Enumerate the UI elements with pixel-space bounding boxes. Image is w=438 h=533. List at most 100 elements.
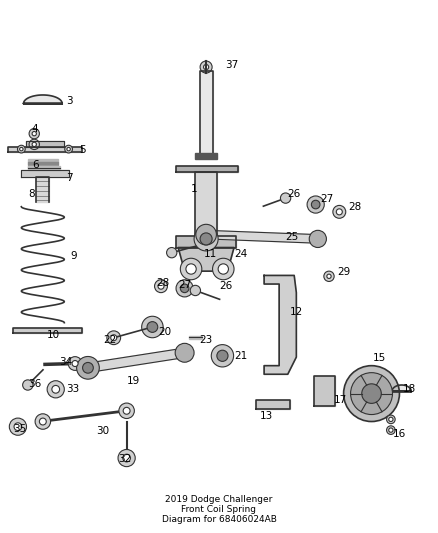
Text: 21: 21 (234, 351, 247, 361)
Circle shape (212, 259, 234, 280)
Circle shape (158, 283, 164, 289)
Polygon shape (314, 376, 335, 407)
Circle shape (218, 264, 229, 274)
Text: 27: 27 (178, 280, 191, 290)
Text: 28: 28 (156, 278, 169, 288)
Circle shape (307, 196, 324, 213)
Circle shape (77, 357, 99, 378)
Polygon shape (392, 385, 411, 391)
Circle shape (155, 280, 167, 293)
Text: 33: 33 (67, 384, 80, 394)
Circle shape (387, 426, 395, 434)
Circle shape (35, 414, 50, 429)
Polygon shape (21, 170, 69, 176)
Polygon shape (206, 230, 318, 243)
Text: 8: 8 (28, 189, 35, 199)
Circle shape (204, 64, 208, 70)
Text: 10: 10 (47, 330, 60, 340)
Text: 22: 22 (103, 335, 116, 345)
Circle shape (387, 415, 395, 424)
Polygon shape (176, 166, 238, 172)
Text: 29: 29 (337, 267, 350, 277)
Text: 1: 1 (191, 184, 198, 193)
Text: 4: 4 (31, 124, 38, 134)
Circle shape (217, 350, 228, 361)
Text: 6: 6 (32, 160, 39, 170)
Circle shape (180, 284, 189, 293)
Circle shape (20, 148, 23, 151)
Circle shape (336, 209, 343, 215)
Text: 17: 17 (334, 395, 347, 405)
Circle shape (14, 423, 22, 431)
Circle shape (200, 61, 212, 73)
Polygon shape (87, 348, 185, 373)
Circle shape (72, 360, 78, 367)
Circle shape (200, 233, 212, 245)
Polygon shape (178, 247, 234, 271)
Text: 26: 26 (288, 189, 301, 199)
Circle shape (9, 418, 27, 435)
Circle shape (77, 357, 99, 379)
Circle shape (111, 335, 117, 341)
Polygon shape (28, 166, 58, 168)
Circle shape (29, 128, 39, 139)
Circle shape (211, 345, 233, 367)
Circle shape (180, 259, 202, 280)
Circle shape (311, 200, 320, 209)
Text: 35: 35 (14, 424, 27, 434)
Circle shape (68, 357, 82, 370)
Polygon shape (28, 159, 58, 161)
Polygon shape (24, 95, 62, 103)
Text: 7: 7 (67, 173, 73, 183)
Polygon shape (13, 328, 81, 333)
Circle shape (123, 407, 130, 414)
Text: 11: 11 (204, 249, 217, 259)
Text: 30: 30 (96, 426, 110, 436)
Circle shape (389, 428, 393, 432)
Polygon shape (28, 163, 58, 165)
Circle shape (190, 285, 201, 296)
Polygon shape (26, 141, 64, 147)
Text: 15: 15 (373, 353, 386, 363)
Circle shape (333, 205, 346, 219)
Circle shape (52, 385, 60, 393)
Text: 28: 28 (348, 201, 361, 212)
Circle shape (39, 418, 46, 425)
Circle shape (141, 316, 163, 338)
Circle shape (32, 132, 36, 136)
Circle shape (18, 146, 25, 153)
Polygon shape (264, 276, 297, 374)
Text: 37: 37 (226, 60, 239, 70)
Text: 18: 18 (403, 384, 416, 394)
Circle shape (123, 454, 131, 462)
Polygon shape (195, 153, 217, 159)
Circle shape (118, 449, 135, 467)
Text: 24: 24 (234, 249, 247, 259)
Polygon shape (8, 147, 81, 152)
Circle shape (362, 384, 381, 403)
Circle shape (389, 417, 393, 422)
Text: 2019 Dodge Challenger
Front Coil Spring
Diagram for 68406024AB: 2019 Dodge Challenger Front Coil Spring … (162, 495, 276, 524)
Text: 25: 25 (286, 232, 299, 242)
Circle shape (65, 146, 72, 153)
Text: 5: 5 (79, 145, 86, 155)
Circle shape (280, 193, 291, 203)
Circle shape (186, 264, 196, 274)
Text: 16: 16 (393, 430, 406, 439)
Circle shape (29, 139, 39, 150)
Circle shape (194, 227, 218, 251)
Polygon shape (28, 166, 60, 170)
Circle shape (107, 331, 120, 345)
Circle shape (67, 148, 71, 151)
Polygon shape (176, 236, 236, 247)
Text: 19: 19 (127, 376, 140, 386)
Text: 3: 3 (67, 96, 73, 106)
Circle shape (166, 247, 177, 258)
Text: 9: 9 (71, 251, 78, 261)
Circle shape (196, 224, 216, 245)
Polygon shape (189, 336, 202, 339)
Circle shape (47, 381, 64, 398)
Circle shape (119, 403, 134, 418)
Text: 27: 27 (320, 194, 333, 204)
Circle shape (32, 142, 36, 147)
